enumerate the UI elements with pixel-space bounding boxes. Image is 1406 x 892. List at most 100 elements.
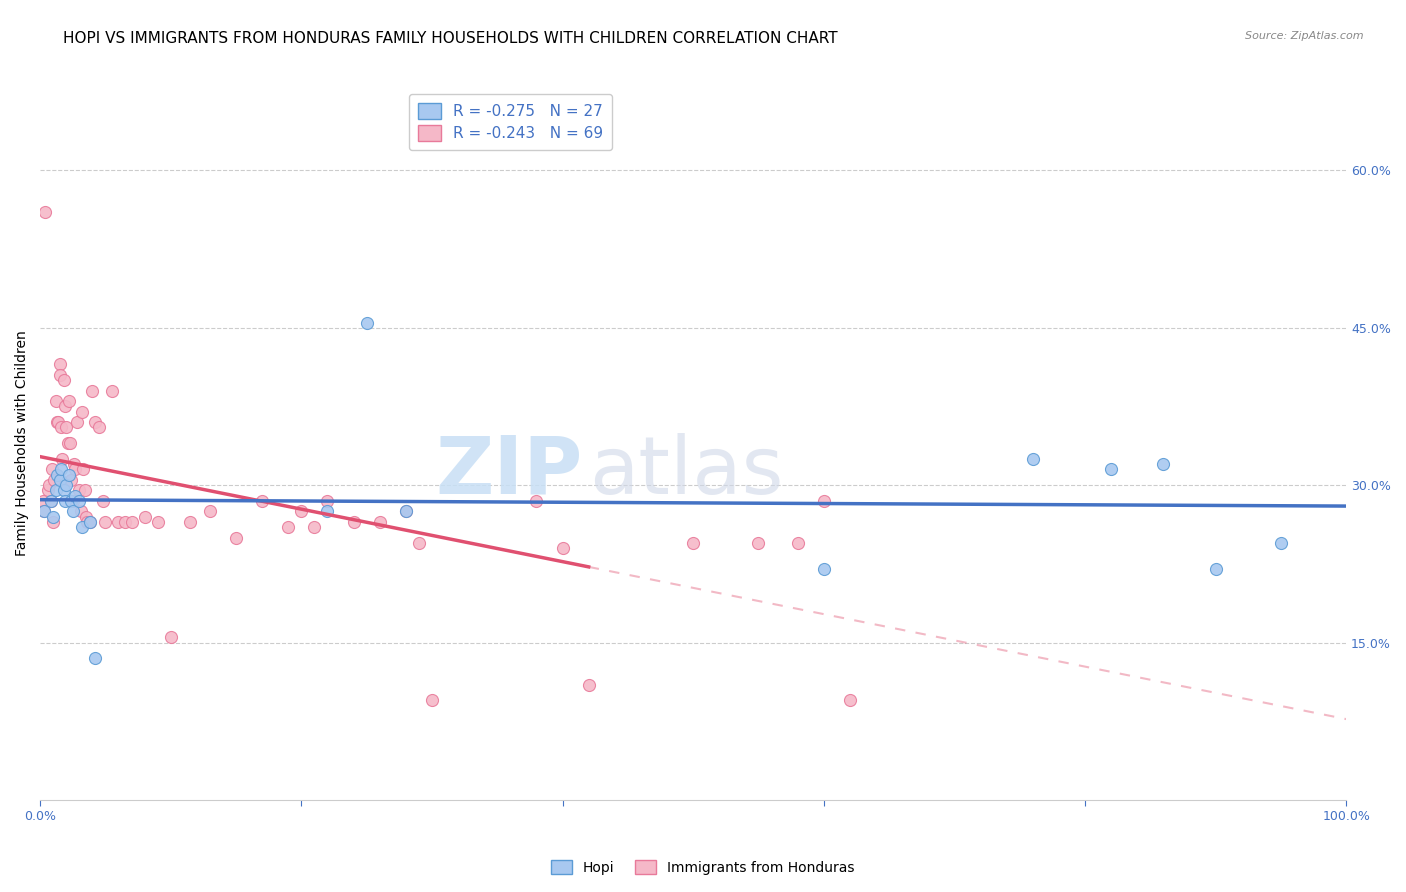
Point (395, 504, 418, 518)
Point (45, 394, 67, 409)
Point (87, 420, 110, 434)
Point (48, 415, 70, 429)
Point (53, 494, 76, 508)
Point (395, 504, 418, 518)
Point (356, 316, 378, 330)
Point (66, 415, 89, 429)
Point (368, 515, 391, 529)
Point (52, 483, 75, 498)
Point (813, 562, 835, 576)
Point (79, 515, 101, 529)
Text: atlas: atlas (589, 433, 783, 511)
Point (32, 504, 55, 518)
Point (75, 509, 97, 524)
Point (747, 536, 769, 550)
Point (41, 462, 63, 476)
Point (578, 678, 600, 692)
Point (290, 504, 312, 518)
Point (76, 515, 98, 529)
Point (38, 478, 60, 492)
Point (101, 384, 124, 398)
Point (551, 541, 574, 556)
Point (32, 504, 55, 518)
Point (48, 368, 70, 382)
Point (94, 515, 117, 529)
Point (69, 504, 91, 518)
Point (39, 494, 62, 508)
Point (316, 504, 339, 518)
Point (63, 457, 86, 471)
Point (277, 520, 299, 534)
Point (82, 384, 104, 398)
Point (39, 494, 62, 508)
Point (526, 494, 548, 508)
Point (84, 651, 107, 665)
Point (42, 509, 65, 524)
Point (408, 536, 430, 550)
Point (48, 358, 70, 372)
Point (51, 452, 73, 467)
Point (72, 462, 94, 476)
Point (65, 462, 87, 476)
Text: HOPI VS IMMIGRANTS FROM HONDURAS FAMILY HOUSEHOLDS WITH CHILDREN CORRELATION CHA: HOPI VS IMMIGRANTS FROM HONDURAS FAMILY … (63, 31, 838, 46)
Point (56, 436, 79, 450)
Point (84, 415, 107, 429)
Point (198, 504, 221, 518)
Point (146, 515, 169, 529)
Y-axis label: Family Households with Children: Family Households with Children (15, 330, 30, 556)
Point (42, 515, 65, 529)
Point (48, 473, 70, 487)
Point (250, 494, 273, 508)
Text: ZIP: ZIP (434, 433, 582, 511)
Point (62, 494, 84, 508)
Legend: R = -0.275   N = 27, R = -0.243   N = 69: R = -0.275 N = 27, R = -0.243 N = 69 (409, 94, 612, 151)
Point (838, 693, 860, 707)
Point (49, 462, 72, 476)
Point (52, 373, 75, 387)
Text: Source: ZipAtlas.com: Source: ZipAtlas.com (1246, 31, 1364, 41)
Point (159, 631, 181, 645)
Point (44, 473, 66, 487)
Point (1270, 536, 1292, 550)
Point (70, 520, 93, 534)
Point (45, 483, 67, 498)
Point (55, 478, 77, 492)
Point (179, 515, 201, 529)
Point (73, 483, 96, 498)
Point (342, 515, 364, 529)
Point (786, 536, 808, 550)
Point (65, 489, 87, 503)
Point (34, 205, 56, 219)
Point (682, 536, 704, 550)
Point (67, 494, 90, 508)
Point (121, 515, 143, 529)
Point (304, 520, 326, 534)
Point (46, 467, 69, 482)
Point (79, 515, 101, 529)
Point (60, 494, 83, 508)
Point (49, 420, 72, 434)
Point (1022, 452, 1045, 467)
Point (114, 515, 136, 529)
Point (58, 394, 80, 409)
Point (31, 494, 53, 508)
Legend: Hopi, Immigrants from Honduras: Hopi, Immigrants from Honduras (546, 855, 860, 880)
Point (37, 483, 59, 498)
Point (420, 693, 443, 707)
Point (46, 415, 69, 429)
Point (53, 400, 76, 414)
Point (107, 515, 129, 529)
Point (60, 473, 83, 487)
Point (70, 405, 93, 419)
Point (225, 531, 247, 545)
Point (134, 509, 156, 524)
Point (316, 494, 339, 508)
Point (62, 504, 84, 518)
Point (58, 467, 80, 482)
Point (1152, 457, 1174, 471)
Point (59, 436, 82, 450)
Point (67, 483, 90, 498)
Point (55, 420, 77, 434)
Point (813, 494, 835, 508)
Point (91, 494, 114, 508)
